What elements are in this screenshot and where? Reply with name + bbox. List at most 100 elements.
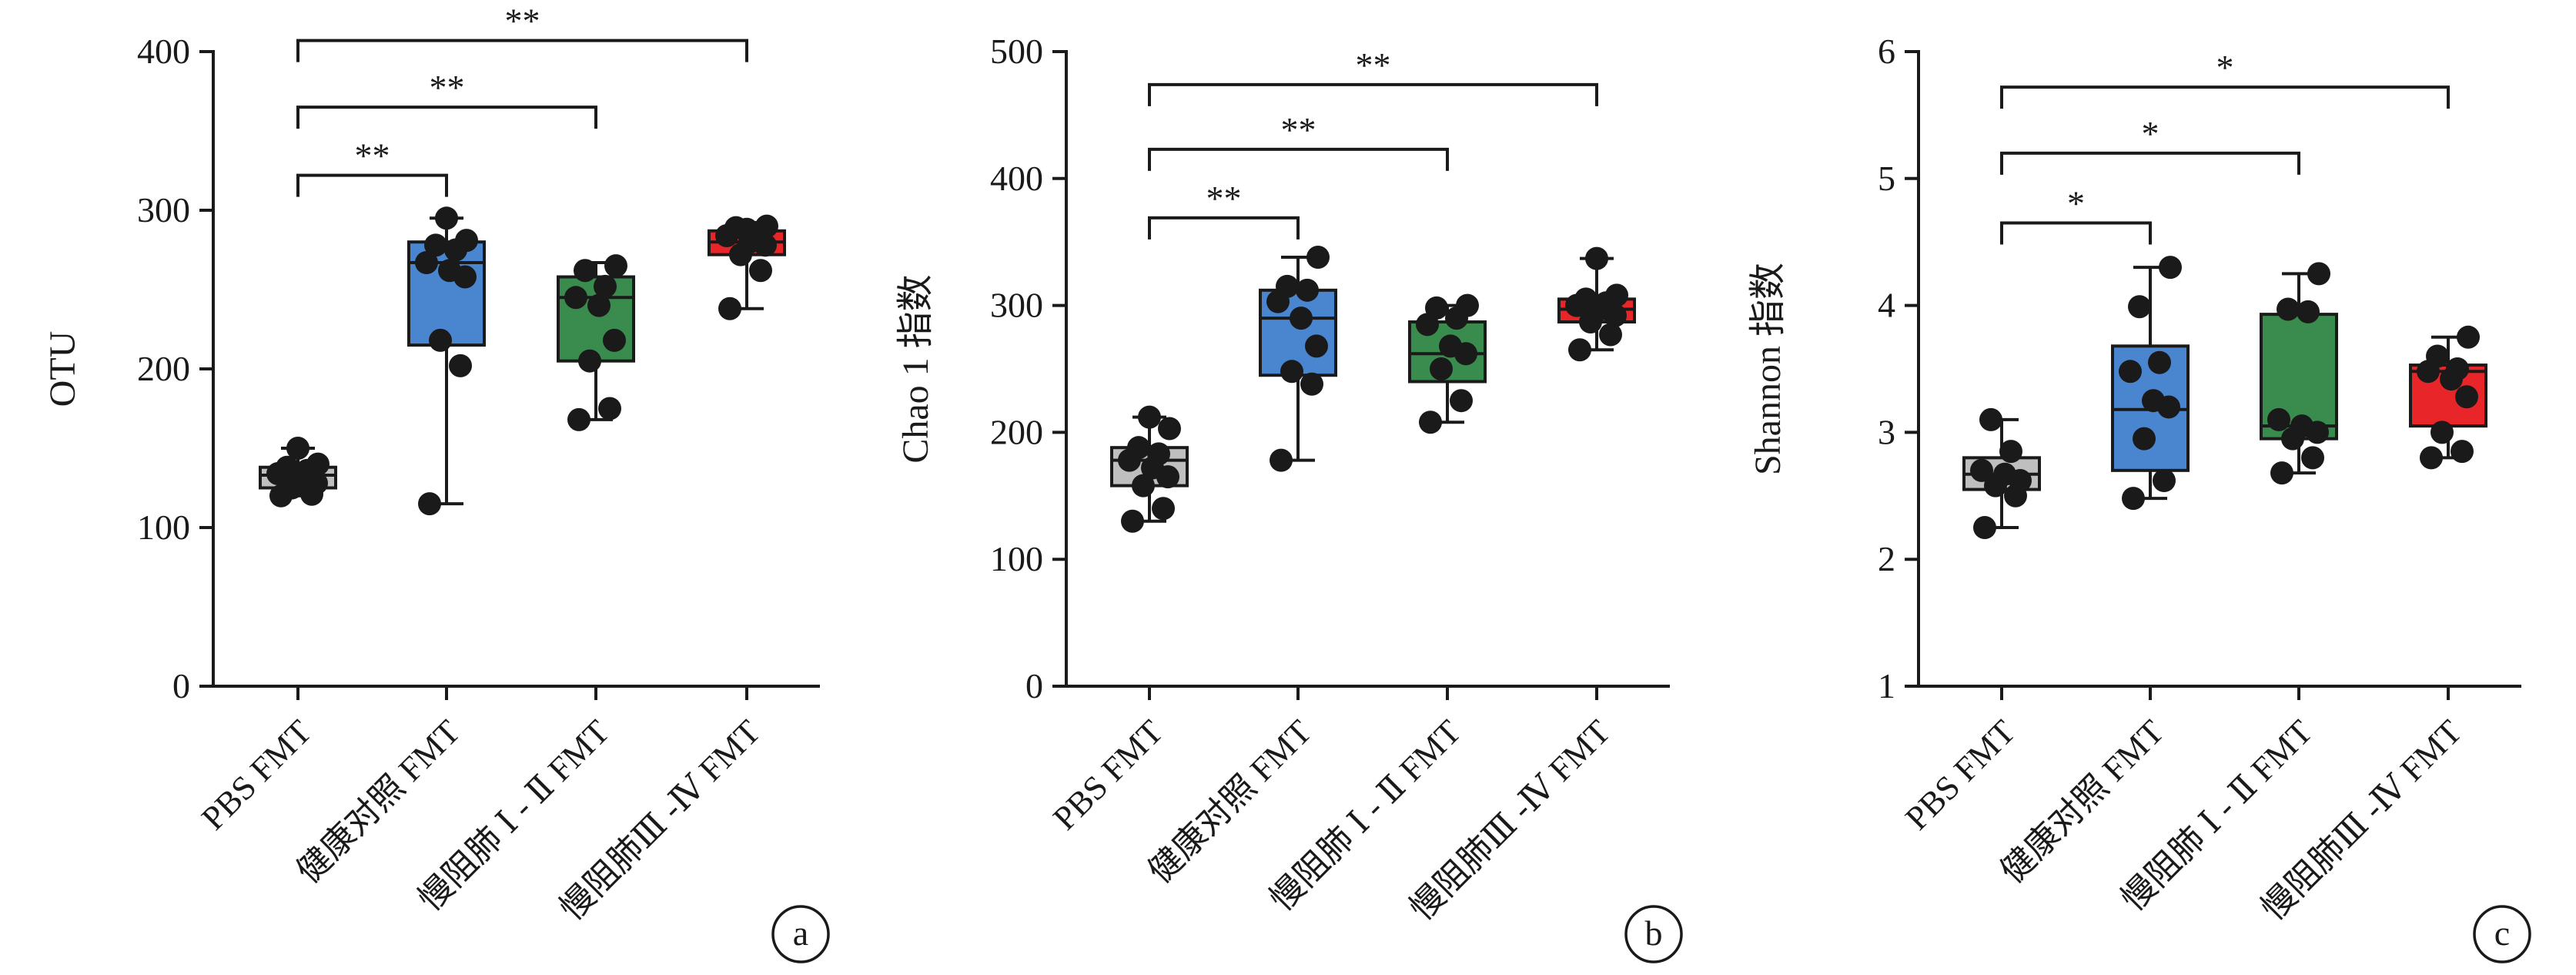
data-point <box>755 214 778 238</box>
y-axis-title: Chao 1 指数 <box>895 274 936 463</box>
data-point <box>2430 420 2454 444</box>
significance-label: * <box>2216 48 2234 87</box>
data-point <box>594 274 617 298</box>
significance-label: * <box>2067 183 2085 223</box>
data-point <box>1439 334 1462 358</box>
data-point <box>1599 323 1622 347</box>
data-point <box>2159 256 2182 280</box>
y-tick-label: 500 <box>990 32 1043 71</box>
data-point <box>1280 360 1303 384</box>
panel-label-circle <box>2473 905 2531 963</box>
significance-bracket <box>2000 151 2300 175</box>
data-point <box>1306 245 1330 269</box>
data-point <box>1999 440 2022 464</box>
data-point <box>2133 427 2156 451</box>
data-point <box>438 259 461 283</box>
significance-bracket <box>296 173 448 197</box>
x-category-label: PBS FMT <box>1898 712 2022 837</box>
data-point <box>1300 372 1323 396</box>
data-point <box>1132 474 1155 498</box>
data-point <box>306 452 330 476</box>
data-point <box>2301 446 2324 470</box>
data-point <box>2307 262 2330 286</box>
data-point <box>2290 414 2313 438</box>
data-point <box>1430 357 1453 380</box>
data-point <box>2148 350 2171 374</box>
data-point <box>1147 442 1170 466</box>
data-point <box>1419 410 1442 434</box>
data-point <box>1993 462 2016 486</box>
data-point <box>718 297 741 320</box>
data-point <box>1456 293 1479 317</box>
data-point <box>1970 458 1993 482</box>
data-point <box>2142 389 2165 413</box>
data-point <box>2446 357 2469 380</box>
y-tick-label: 3 <box>1878 412 1895 451</box>
data-point <box>1270 448 1293 472</box>
data-point <box>1425 296 1448 320</box>
data-point <box>2457 325 2480 349</box>
data-point <box>2267 407 2290 431</box>
data-point <box>735 217 758 241</box>
data-point <box>1305 334 1328 358</box>
data-point <box>1568 338 1591 362</box>
y-tick-label: 400 <box>137 32 190 71</box>
y-tick-label: 6 <box>1878 32 1895 71</box>
data-point <box>2122 487 2145 511</box>
data-point <box>418 492 441 516</box>
data-point <box>1121 509 1144 533</box>
data-point <box>587 293 611 317</box>
significance-label: ** <box>1356 45 1391 85</box>
data-point <box>2420 446 2443 470</box>
data-point <box>415 250 438 274</box>
data-point <box>2277 297 2300 321</box>
data-point <box>1290 307 1313 330</box>
x-category-label: PBS FMT <box>1045 712 1170 837</box>
data-point <box>1979 407 2002 431</box>
y-tick-label: 100 <box>990 539 1043 578</box>
data-point <box>749 259 772 283</box>
data-point <box>424 233 447 257</box>
data-point <box>567 407 590 431</box>
significance-bracket <box>1148 82 1598 106</box>
data-point <box>578 349 601 373</box>
y-tick-label: 0 <box>172 666 190 705</box>
data-point <box>603 328 626 352</box>
data-point <box>2128 295 2151 319</box>
significance-bracket <box>2000 221 2152 245</box>
panel-label: a <box>793 913 808 953</box>
significance-label: * <box>2142 114 2159 153</box>
panel-label-circle <box>771 905 830 963</box>
data-point <box>574 259 597 283</box>
y-tick-label: 1 <box>1878 666 1895 705</box>
significance-bracket <box>1148 216 1300 240</box>
data-point <box>1585 246 1608 270</box>
significance-label: ** <box>430 68 465 107</box>
data-point <box>1605 283 1628 307</box>
data-point <box>564 286 587 310</box>
significance-bracket <box>2000 85 2450 109</box>
data-point <box>1574 287 1597 311</box>
y-tick-label: 2 <box>1878 539 1895 578</box>
data-point <box>2426 344 2449 368</box>
significance-bracket <box>296 39 748 62</box>
significance-label: ** <box>355 136 390 176</box>
significance-bracket <box>1148 147 1449 171</box>
data-point <box>1127 436 1150 460</box>
y-tick-label: 4 <box>1878 286 1895 325</box>
y-tick-label: 400 <box>990 159 1043 198</box>
data-point <box>429 328 452 352</box>
panel-label: c <box>2494 913 2510 953</box>
y-tick-label: 300 <box>137 190 190 230</box>
data-point <box>2153 469 2176 493</box>
data-point <box>1152 497 1175 521</box>
data-point <box>2270 461 2293 485</box>
y-axis-title: OTU <box>42 331 83 407</box>
data-point <box>2297 300 2320 323</box>
data-point <box>2119 360 2142 384</box>
data-point <box>286 437 309 460</box>
data-point <box>2451 440 2474 464</box>
